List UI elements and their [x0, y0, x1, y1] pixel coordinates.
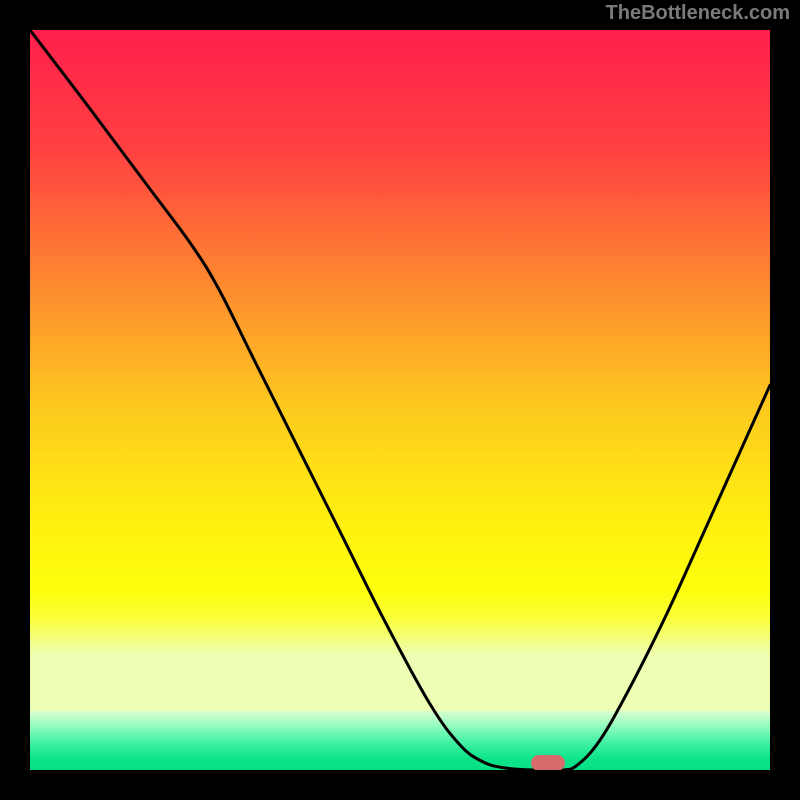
- plot-area: [30, 30, 770, 770]
- bottleneck-curve: [30, 30, 770, 770]
- optimal-marker: [531, 755, 565, 770]
- watermark-text: TheBottleneck.com: [606, 2, 790, 25]
- chart-canvas: { "watermark": "TheBottleneck.com", "cha…: [0, 0, 800, 800]
- curve-path: [30, 30, 770, 770]
